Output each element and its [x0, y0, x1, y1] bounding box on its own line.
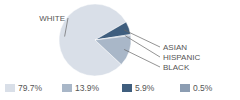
legend-label: 79.7% — [18, 83, 43, 93]
legend: 79.7% 13.9% 5.9% 0.5% — [5, 83, 213, 93]
chart: WHITE ASIANHISPANICBLACK 79.7% 13.9% 5.9% 0.5… — [0, 0, 240, 100]
slice-label: HISPANIC — [163, 53, 200, 62]
pie — [59, 4, 131, 76]
labels: WHITE ASIANHISPANICBLACK — [39, 14, 200, 72]
leader-line — [124, 49, 160, 67]
legend-swatch — [5, 84, 15, 92]
legend-label: 13.9% — [75, 83, 100, 93]
leader-line — [125, 36, 160, 57]
slice-label: ASIAN — [163, 43, 187, 52]
legend-swatch — [180, 84, 190, 92]
legend-label: 5.9% — [135, 83, 155, 93]
leader-line — [65, 18, 68, 37]
legend-label: 0.5% — [193, 83, 213, 93]
legend-swatch — [122, 84, 132, 92]
slice-label: WHITE — [39, 14, 65, 23]
legend-swatch — [62, 84, 72, 92]
slice-label: BLACK — [163, 63, 190, 72]
